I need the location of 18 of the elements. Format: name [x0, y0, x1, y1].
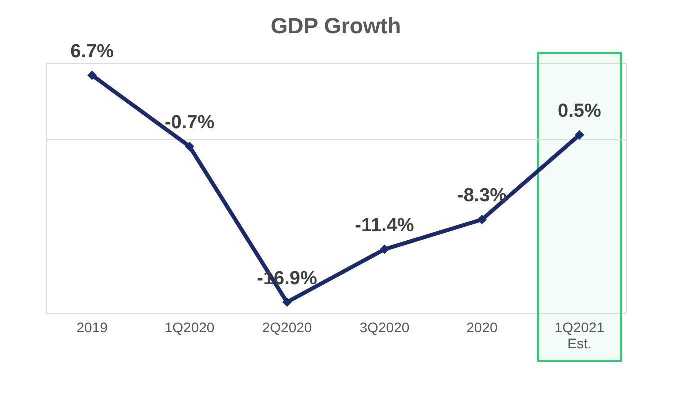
point	[282, 298, 292, 308]
x-tick-label: 1Q2021 Est.	[554, 320, 605, 352]
point	[574, 130, 584, 140]
point	[185, 142, 195, 152]
point	[380, 244, 390, 254]
data-label: -0.7%	[164, 112, 215, 134]
point	[88, 70, 98, 80]
data-label: 0.5%	[558, 101, 602, 122]
x-tick-label: 2019	[76, 320, 108, 336]
data-label: -11.4%	[355, 216, 414, 237]
point	[477, 214, 487, 224]
data-label: -8.3%	[457, 186, 508, 207]
x-tick-label: 1Q2020	[164, 320, 215, 336]
x-tick-label: 2020	[466, 320, 498, 336]
data-label: 6.7%	[70, 42, 114, 62]
chart-title: GDP Growth	[270, 14, 402, 38]
x-tick-label: 2Q2020	[262, 320, 312, 336]
x-tick-label: 3Q2020	[360, 320, 410, 336]
